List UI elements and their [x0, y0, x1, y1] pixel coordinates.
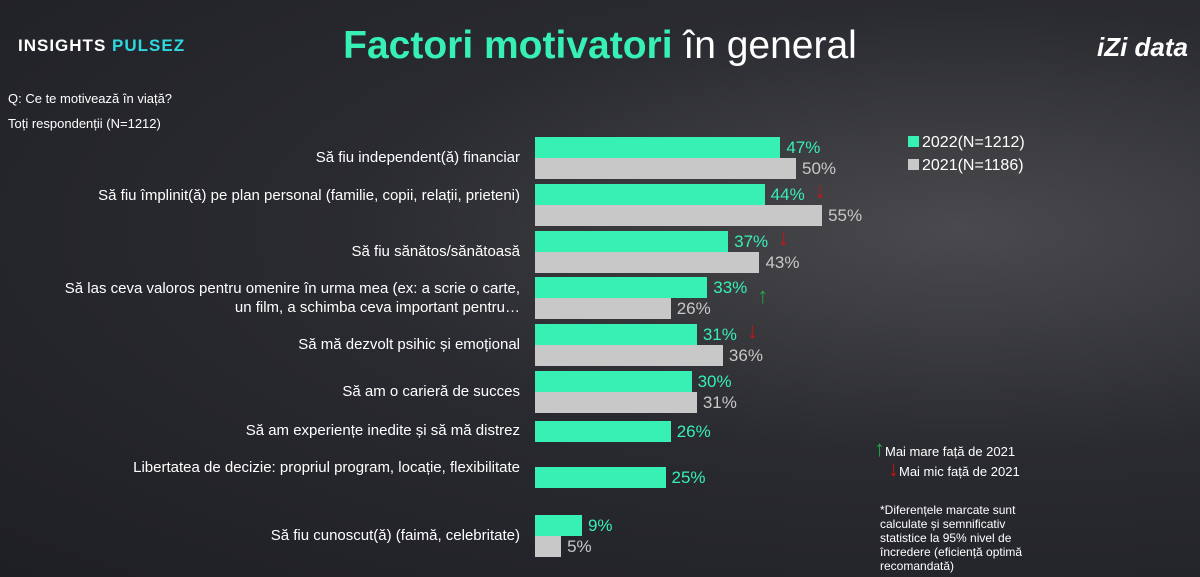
question-text: Q: Ce te motivează în viață?	[8, 91, 173, 106]
bar-2022	[535, 231, 729, 252]
up-arrow-icon: ↑	[757, 283, 769, 308]
footnote: *Diferențele marcate sunt calculate și s…	[880, 503, 1023, 573]
bar-2021	[535, 252, 760, 273]
brand-part1: INSIGHTS	[18, 36, 107, 55]
category-label: Să am o carieră de succes	[342, 383, 520, 400]
legend-label-2021: 2021(N=1186)	[922, 157, 1024, 174]
down-arrow-icon: ↓	[814, 178, 826, 203]
data-label-2021: 55%	[828, 206, 863, 225]
data-label-2021: 43%	[765, 253, 800, 272]
category-label: Libertatea de decizie: propriul program,…	[133, 459, 520, 476]
bar-2021	[535, 205, 823, 226]
legend: 2022(N=1212) 2021(N=1186)	[908, 131, 1025, 177]
base-text: Toți respondenții (N=1212)	[8, 116, 161, 131]
legend-label-2022: 2022(N=1212)	[922, 134, 1025, 151]
title-rest: în general	[672, 24, 857, 67]
bar-2021	[535, 298, 671, 319]
bar-2022	[535, 277, 708, 298]
data-label-2022: 25%	[671, 468, 706, 487]
data-label-2022: 47%	[786, 138, 821, 157]
bar-2022	[535, 371, 692, 392]
bar-2021	[535, 345, 723, 366]
izidata-logo: iZi data	[1096, 32, 1188, 62]
bar-2021	[535, 392, 697, 413]
data-label-2022: 31%	[702, 325, 737, 344]
category-label: Să mă dezvolt psihic și emoțional	[298, 336, 520, 353]
category-label: Să fiu independent(ă) financiar	[315, 149, 520, 166]
data-label-2022: 30%	[697, 372, 732, 391]
title-highlight: Factori motivatori	[343, 24, 673, 67]
data-label-2022: 37%	[734, 232, 769, 251]
page-title: Factori motivatori în general	[0, 24, 1200, 68]
category-label: Să am experiențe inedite și să mă distre…	[245, 422, 520, 439]
bar-2021	[535, 536, 562, 557]
legend-2021: 2021(N=1186)	[908, 154, 1025, 177]
bar-2022	[535, 137, 781, 158]
category-label: Să fiu cunoscut(ă) (faimă, celebritate)	[270, 527, 520, 544]
bar-2022	[535, 324, 697, 345]
data-label-2021: 5%	[567, 537, 592, 556]
data-label-2022: 33%	[713, 278, 748, 297]
data-label-2021: 36%	[728, 346, 763, 365]
bar-2021	[535, 158, 796, 179]
data-label-2021: 26%	[676, 299, 711, 318]
down-arrow-icon: ↓	[888, 456, 899, 481]
bar-2022	[535, 467, 666, 488]
data-label-2022: 44%	[770, 185, 805, 204]
sig-legend: ↑Mai mare față de 2021 ↓Mai mic față de …	[874, 436, 1020, 482]
down-arrow-icon: ↓	[778, 225, 790, 250]
up-arrow-icon: ↑	[874, 436, 885, 461]
legend-swatch-2021	[908, 159, 919, 170]
brand-part2: PULSEZ	[112, 36, 186, 55]
sig-up-label: Mai mare față de 2021	[885, 444, 1016, 459]
category-label: Să las ceva valoros pentru omenire în ur…	[64, 280, 520, 316]
brand-logo: INSIGHTS PULSEZ	[18, 36, 185, 56]
bar-2022	[535, 515, 582, 536]
data-label-2021: 50%	[802, 159, 837, 178]
bar-2022	[535, 421, 671, 442]
legend-swatch-2022	[908, 136, 919, 147]
down-arrow-icon: ↓	[746, 318, 758, 343]
category-label: Să fiu sănătos/sănătoasă	[351, 243, 520, 260]
category-label: Să fiu împlinit(ă) pe plan personal (fam…	[98, 187, 520, 204]
data-label-2022: 26%	[676, 422, 711, 441]
bar-2022	[535, 184, 765, 205]
legend-2022: 2022(N=1212)	[908, 131, 1025, 154]
data-label-2021: 31%	[702, 393, 737, 412]
sig-down-label: Mai mic față de 2021	[899, 464, 1020, 479]
data-label-2022: 9%	[587, 516, 613, 535]
